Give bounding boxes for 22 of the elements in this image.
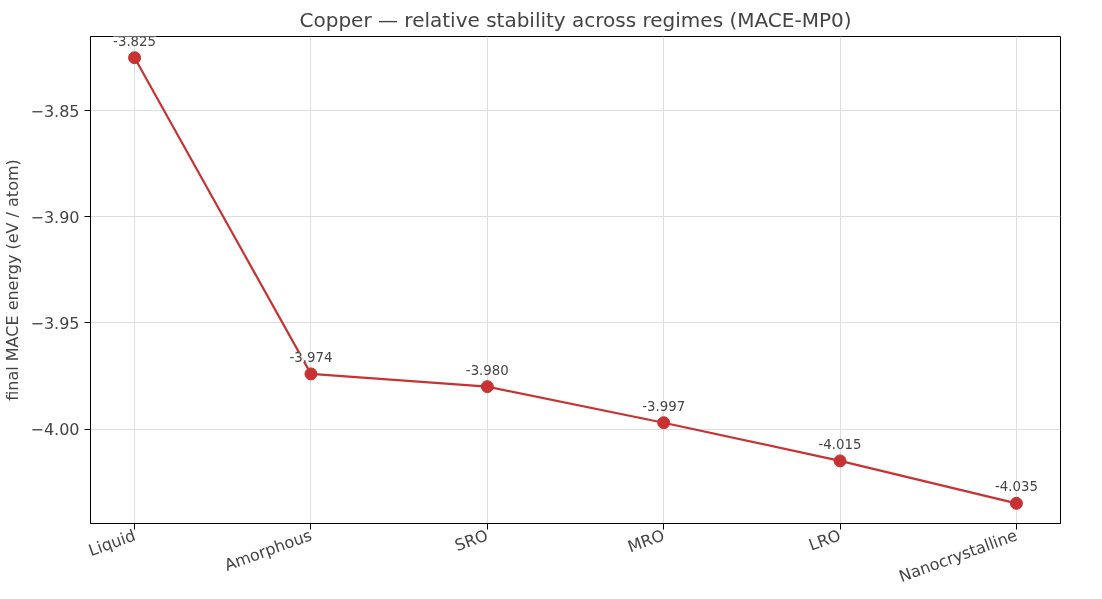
text: -3.825 — [113, 33, 157, 49]
y-tick-label: −3.95 — [30, 313, 80, 333]
text: -4.015 — [818, 436, 862, 452]
y-tick-label: −4.00 — [30, 420, 80, 440]
y-axis-title: final MACE energy (eV / atom) — [3, 159, 23, 401]
y-tick-label: −3.85 — [30, 101, 80, 121]
text: -3.997 — [642, 398, 686, 414]
point — [128, 51, 142, 65]
point — [480, 380, 494, 394]
x-tick-label: SRO — [452, 525, 491, 556]
point — [833, 454, 847, 468]
text: -4.035 — [994, 479, 1038, 495]
x-tick-label: MRO — [625, 525, 667, 557]
x-tick-label: Liquid — [85, 525, 138, 560]
text: -3.980 — [465, 362, 509, 378]
y-tick-label: −3.90 — [30, 207, 80, 227]
chart-title: Copper — relative stability across regimes (MACE-MP0) — [299, 7, 852, 32]
text: -3.974 — [289, 349, 333, 365]
point — [657, 416, 671, 430]
point — [304, 367, 318, 381]
x-tick-label: LRO — [806, 525, 844, 555]
point — [1009, 496, 1023, 510]
